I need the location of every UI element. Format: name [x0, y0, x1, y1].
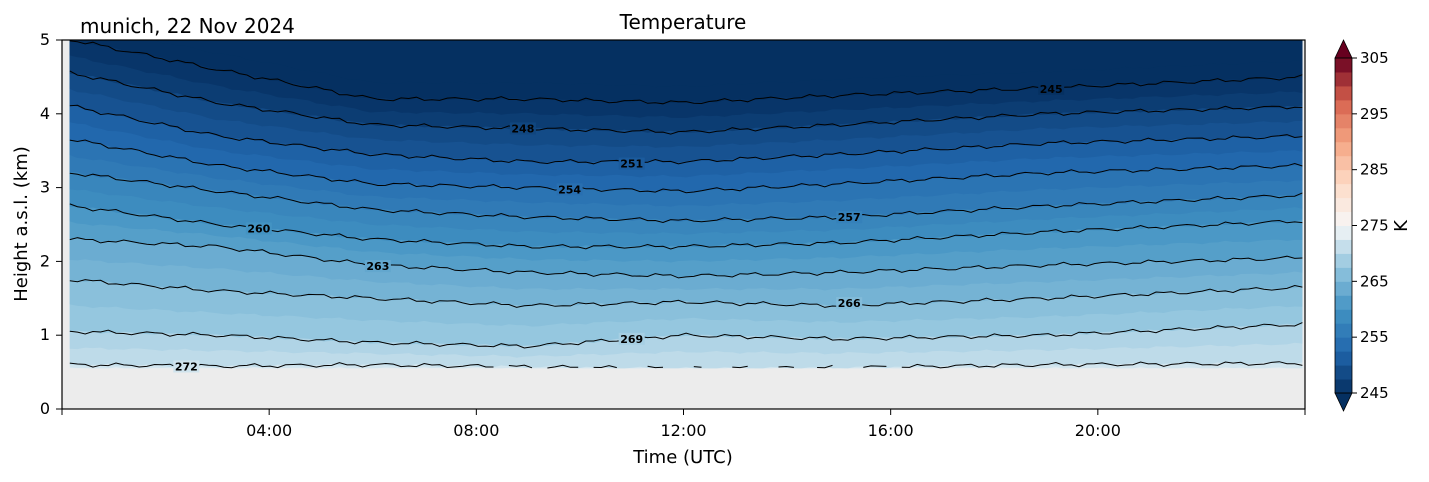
x-axis-label: Time (UTC): [632, 447, 733, 468]
colorbar-min-extend: [1334, 392, 1353, 412]
contour-label-bg: [173, 360, 200, 373]
colorbar-tick-label: 305: [1360, 49, 1389, 67]
contour-label-266: 266: [838, 297, 861, 310]
colorbar-segment: [1335, 155, 1352, 171]
x-tick-label: 08:00: [453, 421, 499, 440]
colorbar-tick-label: 255: [1360, 328, 1389, 346]
contour-line-266: [69, 279, 1303, 308]
contour-label-272: 272: [175, 361, 198, 374]
contour-label-bg: [245, 222, 272, 235]
x-tick-label: 04:00: [246, 421, 292, 440]
colorbar-segment: [1335, 323, 1352, 338]
plot-area: 272 269 266 263 260 257 254 251 248 245: [62, 40, 1305, 409]
colorbar-segment: [1335, 197, 1352, 213]
chart-subtitle: munich, 22 Nov 2024: [80, 14, 295, 38]
chart-title: Temperature: [619, 10, 747, 34]
contour-label-bg: [556, 183, 583, 196]
contour-label-269: 269: [620, 333, 643, 346]
contour-line-254: [69, 139, 1303, 194]
contour-label-bg: [1038, 82, 1065, 95]
y-tick-label: 1: [40, 325, 50, 344]
contour-line-260: [69, 203, 1303, 250]
y-tick-label: 2: [40, 251, 50, 270]
colorbar-segment: [1335, 379, 1352, 394]
colorbar-tick-label: 285: [1360, 161, 1389, 179]
contour-label-254: 254: [558, 183, 581, 196]
colorbar-segment: [1335, 99, 1352, 115]
contour-label-bg: [618, 332, 645, 345]
y-tick-label: 5: [40, 30, 50, 49]
contour-line-263: [69, 237, 1303, 279]
y-axis-ticks: 0 1 2 3 4 5: [40, 30, 62, 418]
colorbar-segment: [1335, 253, 1352, 268]
contour-line-248: [69, 70, 1303, 135]
contour-line-245: [69, 40, 1303, 105]
contour-line-272: [69, 361, 1303, 369]
x-tick-label: 20:00: [1075, 421, 1121, 440]
contour-line-257: [69, 172, 1303, 224]
colorbar-segment: [1335, 225, 1352, 240]
x-tick-label: 12:00: [660, 421, 706, 440]
colorbar-segment: [1335, 85, 1352, 101]
contour-label-257: 257: [838, 211, 861, 224]
colorbar-segment: [1335, 183, 1352, 199]
colorbar-segment: [1335, 351, 1352, 366]
colorbar-tick-label: 275: [1360, 217, 1389, 235]
colorbar-segment: [1335, 71, 1352, 87]
colorbar-max-extend: [1334, 39, 1353, 59]
colorbar-segment: [1335, 365, 1352, 380]
colorbar-segment: [1335, 281, 1352, 296]
colorbar-tick-label: 245: [1360, 384, 1389, 402]
contour-label-bg: [836, 211, 863, 224]
contour-label-245: 245: [1040, 83, 1063, 96]
colorbar-label: K: [1391, 219, 1412, 232]
colorbar-segment: [1335, 337, 1352, 352]
contour-label-bg: [509, 122, 536, 135]
contour-line-251: [69, 104, 1303, 165]
x-axis-ticks: 04:00 08:00 12:00 16:00 20:00: [61, 409, 1306, 440]
colorbar-tick-label: 265: [1360, 272, 1389, 290]
colorbar: 245 255 265 275 285 295 305: [1334, 39, 1389, 412]
y-tick-label: 4: [40, 104, 50, 123]
colorbar-segment: [1335, 141, 1352, 157]
colorbar-segment: [1335, 295, 1352, 310]
contour-label-bg: [364, 260, 391, 273]
colorbar-segment: [1335, 309, 1352, 324]
contour-line-269: [69, 322, 1303, 349]
contour-label-248: 248: [511, 123, 534, 136]
y-tick-label: 0: [40, 399, 50, 418]
colorbar-segment: [1335, 58, 1352, 73]
y-axis-label: Height a.s.l. (km): [11, 146, 32, 302]
contour-label-251: 251: [620, 158, 643, 171]
colorbar-segment: [1335, 267, 1352, 282]
colorbar-tick-label: 295: [1360, 105, 1389, 123]
x-tick-label: 16:00: [868, 421, 914, 440]
colorbar-segment: [1335, 169, 1352, 185]
colorbar-segment: [1335, 239, 1352, 254]
contour-label-260: 260: [247, 223, 270, 236]
contour-label-bg: [618, 157, 645, 170]
contour-label-263: 263: [366, 260, 389, 273]
y-tick-label: 3: [40, 178, 50, 197]
colorbar-segment: [1335, 113, 1352, 129]
colorbar-segment: [1335, 211, 1352, 226]
colorbar-segment: [1335, 127, 1352, 143]
contour-label-bg: [836, 297, 863, 310]
temperature-band: [154, 40, 1303, 88]
